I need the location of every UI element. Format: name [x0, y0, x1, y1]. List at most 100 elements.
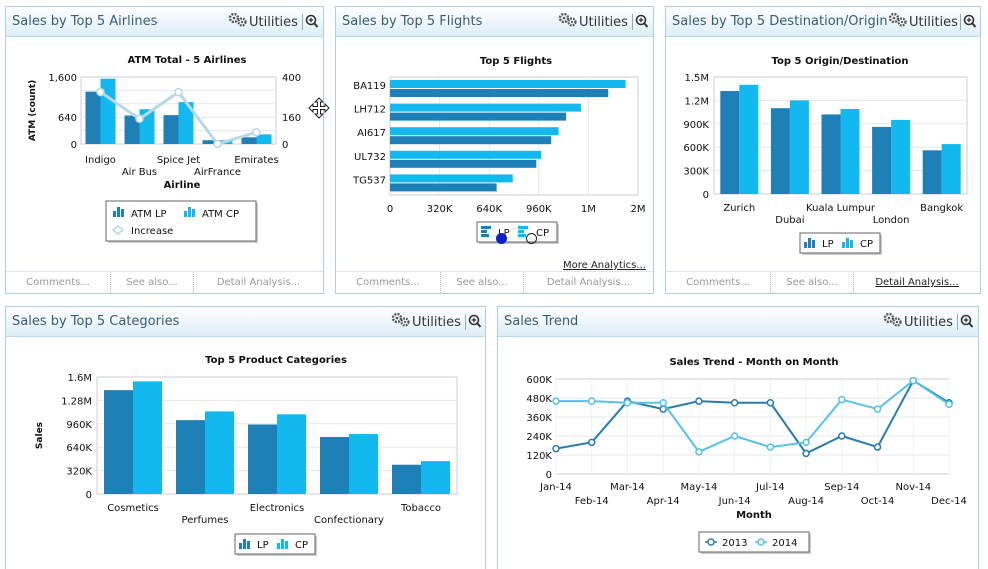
bar-cp: [390, 150, 542, 159]
series-marker-2013: [695, 397, 703, 405]
see-also-link[interactable]: See also...: [770, 272, 853, 293]
legend-marker-icon: [707, 538, 715, 546]
panel-header: Sales by Top 5 Airlines Utilities: [6, 7, 323, 37]
series-marker-2013: [873, 443, 882, 451]
utilities-button[interactable]: Utilities: [558, 12, 628, 31]
see-also-link[interactable]: See also...: [110, 272, 193, 293]
legend-bar-icon: [481, 230, 487, 233]
series-marker-2013: [766, 399, 775, 407]
x-tick-label: 0: [387, 204, 393, 215]
panel-header: Sales Trend Utilities: [498, 307, 978, 337]
y-tick-label: 0: [703, 190, 709, 201]
legend-bar-icon: [192, 209, 195, 217]
bar-cp: [891, 119, 911, 194]
increase-marker: [96, 87, 105, 97]
bar-lp: [176, 420, 205, 494]
legend-bar-icon: [808, 238, 811, 248]
chart-airlines: ATM Total - 5 Airlines 1,600 640 0 400 160 0 AT…: [28, 55, 301, 243]
panel-header: Sales by Top 5 Destination/Origin Utilit…: [666, 7, 980, 37]
comments-link[interactable]: Comments...: [686, 277, 750, 288]
legend-bar-icon: [113, 211, 116, 217]
category-label: Zurich: [723, 203, 755, 214]
y-tick-label: 1.5M: [684, 73, 709, 84]
legend-bar-icon: [243, 539, 246, 549]
series-marker-2014: [945, 400, 953, 409]
panel-trend: Sales Trend Utilities Sales Trend - Mont…: [497, 306, 979, 569]
series-marker-2013: [838, 432, 846, 440]
selection-dot-filled-icon: [496, 233, 507, 244]
chart-title: Top 5 Flights: [480, 56, 552, 67]
bar-cp: [941, 144, 961, 194]
zoom-icon[interactable]: [960, 14, 977, 30]
legend-label: LP: [822, 239, 834, 250]
category-label: AI617: [357, 128, 386, 139]
bar-lp: [821, 114, 841, 194]
detail-analysis-link[interactable]: Detail Analysis...: [193, 272, 323, 293]
comments-link[interactable]: Comments...: [26, 277, 90, 288]
legend-bar-icon: [481, 234, 489, 237]
panel-header: Sales by Top 5 Flights Utilities: [336, 7, 653, 37]
series-marker-2014: [552, 397, 560, 405]
bar-lp: [390, 136, 552, 145]
utilities-button[interactable]: Utilities: [391, 312, 461, 331]
utilities-label: Utilities: [909, 14, 958, 30]
bar-cp: [390, 127, 559, 136]
series-line-2014: [556, 379, 950, 454]
detail-analysis-link[interactable]: Detail Analysis...: [523, 272, 653, 293]
chart-title: ATM Total - 5 Airlines: [128, 55, 247, 66]
y-tick-label: 640K: [66, 443, 92, 454]
zoom-icon[interactable]: [302, 14, 319, 30]
category-label: UL732: [354, 152, 386, 163]
x-tick-label: Aug-14: [788, 496, 824, 507]
y-tick-label: 0: [86, 490, 92, 501]
utilities-button[interactable]: Utilities: [883, 312, 953, 331]
bar-lp: [922, 150, 942, 194]
x-tick-label: Dec-14: [931, 496, 967, 507]
series-marker-2014: [587, 397, 596, 405]
category-label: Spice Jet: [157, 155, 200, 166]
bar-lp: [770, 108, 790, 194]
y-tick-label: 1.6M: [67, 373, 92, 384]
panel-destinations: Sales by Top 5 Destination/Origin Utilit…: [665, 6, 981, 294]
panel-categories: Sales by Top 5 Categories Utilities Top …: [5, 306, 486, 569]
category-label: Emirates: [234, 155, 278, 166]
bar-lp: [104, 390, 133, 494]
legend-label: ATM CP: [202, 209, 239, 220]
gears-icon: [888, 12, 909, 32]
x-tick-label: 320K: [427, 204, 453, 215]
see-also-link[interactable]: See also...: [440, 272, 523, 293]
category-label: Bangkok: [920, 203, 963, 214]
legend-bar-icon: [518, 234, 526, 237]
legend-bar-icon: [518, 226, 528, 229]
bar-cp: [390, 80, 626, 88]
more-analytics-link[interactable]: More Analytics...: [563, 260, 646, 271]
legend-box: [799, 232, 881, 254]
zoom-icon[interactable]: [957, 314, 974, 330]
category-label: Dubai: [775, 215, 804, 226]
legend-bar-icon: [117, 207, 120, 217]
category-label: Tobacco: [400, 503, 441, 514]
detail-analysis-link[interactable]: Detail Analysis...: [853, 272, 980, 293]
x-tick-label: Mar-14: [610, 482, 645, 493]
panel-title: Sales Trend: [504, 314, 579, 329]
category-label: Perfumes: [182, 515, 229, 526]
y-tick-label: 360K: [526, 413, 552, 424]
legend-bar-icon: [247, 541, 250, 549]
chart-title: Top 5 Product Categories: [205, 355, 347, 366]
bar-cp: [133, 381, 162, 494]
bar-lp: [872, 126, 892, 194]
series-marker-2014: [659, 399, 667, 407]
legend-box: [698, 531, 810, 553]
zoom-icon[interactable]: [465, 314, 482, 330]
increase-marker: [174, 87, 183, 97]
chart-title: Sales Trend - Month on Month: [669, 357, 838, 368]
comments-link[interactable]: Comments...: [356, 277, 420, 288]
utilities-button[interactable]: Utilities: [228, 12, 298, 31]
panel-footer: Comments... See also... Detail Analysis.…: [666, 271, 980, 293]
utilities-button[interactable]: Utilities: [888, 12, 958, 32]
x-axis-label: Airline: [164, 180, 201, 191]
panel-title: Sales by Top 5 Airlines: [12, 14, 158, 29]
bar-atm-lp: [202, 140, 218, 144]
zoom-icon[interactable]: [632, 14, 649, 30]
y-tick-label: 1,600: [48, 73, 77, 84]
